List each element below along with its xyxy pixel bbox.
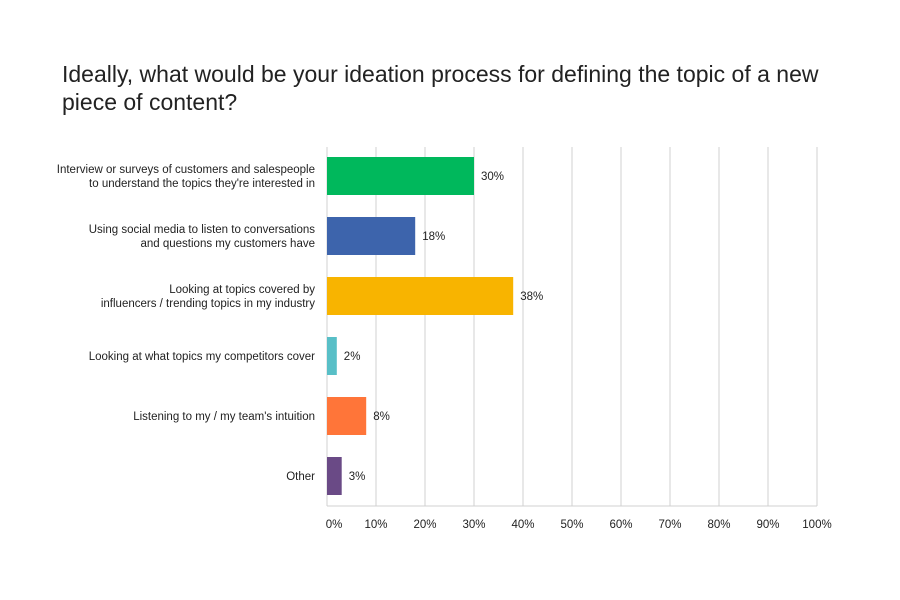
bar-5 <box>327 457 342 495</box>
x-tick-label: 70% <box>658 519 681 531</box>
category-label: Using social media to listen to conversa… <box>89 224 316 236</box>
value-label: 30% <box>481 171 504 183</box>
x-tick-label: 50% <box>560 519 583 531</box>
category-label: influencers / trending topics in my indu… <box>101 298 315 310</box>
x-tick-label: 90% <box>756 519 779 531</box>
x-tick-label: 100% <box>802 519 831 531</box>
value-label: 18% <box>422 231 445 243</box>
category-label: and questions my customers have <box>140 238 315 250</box>
category-label: to understand the topics they're interes… <box>89 178 315 190</box>
x-tick-label: 0% <box>326 519 343 531</box>
bar-2 <box>327 277 514 315</box>
category-label: Other <box>286 471 315 483</box>
chart-title: Ideally, what would be your ideation pro… <box>62 61 819 115</box>
bar-4 <box>327 397 367 435</box>
x-tick-label: 80% <box>707 519 730 531</box>
x-tick-label: 20% <box>413 519 436 531</box>
value-label: 8% <box>373 411 390 423</box>
x-tick-label: 60% <box>609 519 632 531</box>
category-label: Listening to my / my team's intuition <box>133 411 315 423</box>
value-label: 2% <box>344 351 361 363</box>
bar-3 <box>327 337 337 375</box>
category-label: Looking at topics covered by <box>169 284 315 296</box>
value-label: 3% <box>349 471 366 483</box>
x-tick-label: 30% <box>462 519 485 531</box>
value-label: 38% <box>520 291 543 303</box>
bar-1 <box>327 217 416 255</box>
x-tick-label: 40% <box>511 519 534 531</box>
category-label: Looking at what topics my competitors co… <box>89 351 315 363</box>
x-tick-label: 10% <box>364 519 387 531</box>
bar-0 <box>327 157 474 195</box>
category-label: Interview or surveys of customers and sa… <box>57 164 315 176</box>
